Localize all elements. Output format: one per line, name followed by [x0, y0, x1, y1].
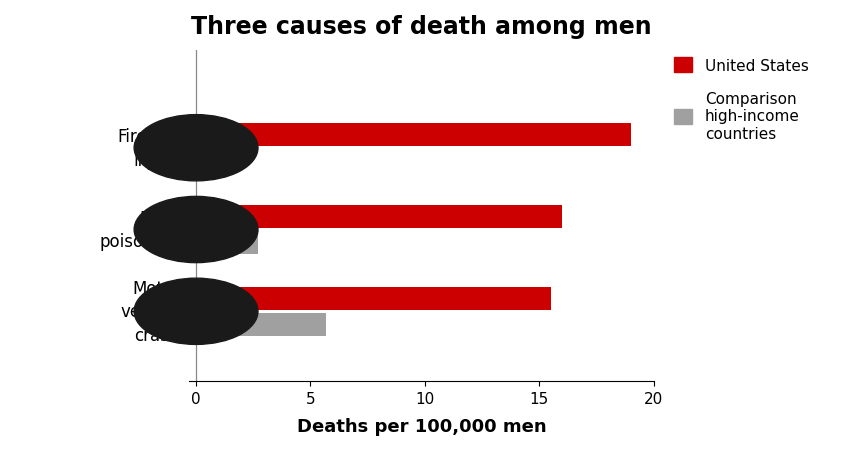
Text: Motor
vehicle
crash: Motor vehicle crash — [120, 279, 180, 344]
X-axis label: Deaths per 100,000 men: Deaths per 100,000 men — [297, 417, 546, 435]
Legend: United States, Comparison
high-income
countries: United States, Comparison high-income co… — [674, 58, 808, 141]
Bar — [196, 150, 219, 173]
Title: Three causes of death among men: Three causes of death among men — [191, 15, 652, 39]
Bar — [196, 124, 630, 147]
Bar — [196, 287, 550, 310]
Bar — [196, 313, 327, 336]
Bar — [196, 232, 258, 254]
Text: Firearm
injury: Firearm injury — [117, 128, 180, 169]
Text: Drug
poisoning: Drug poisoning — [100, 209, 180, 251]
Bar — [196, 206, 562, 229]
